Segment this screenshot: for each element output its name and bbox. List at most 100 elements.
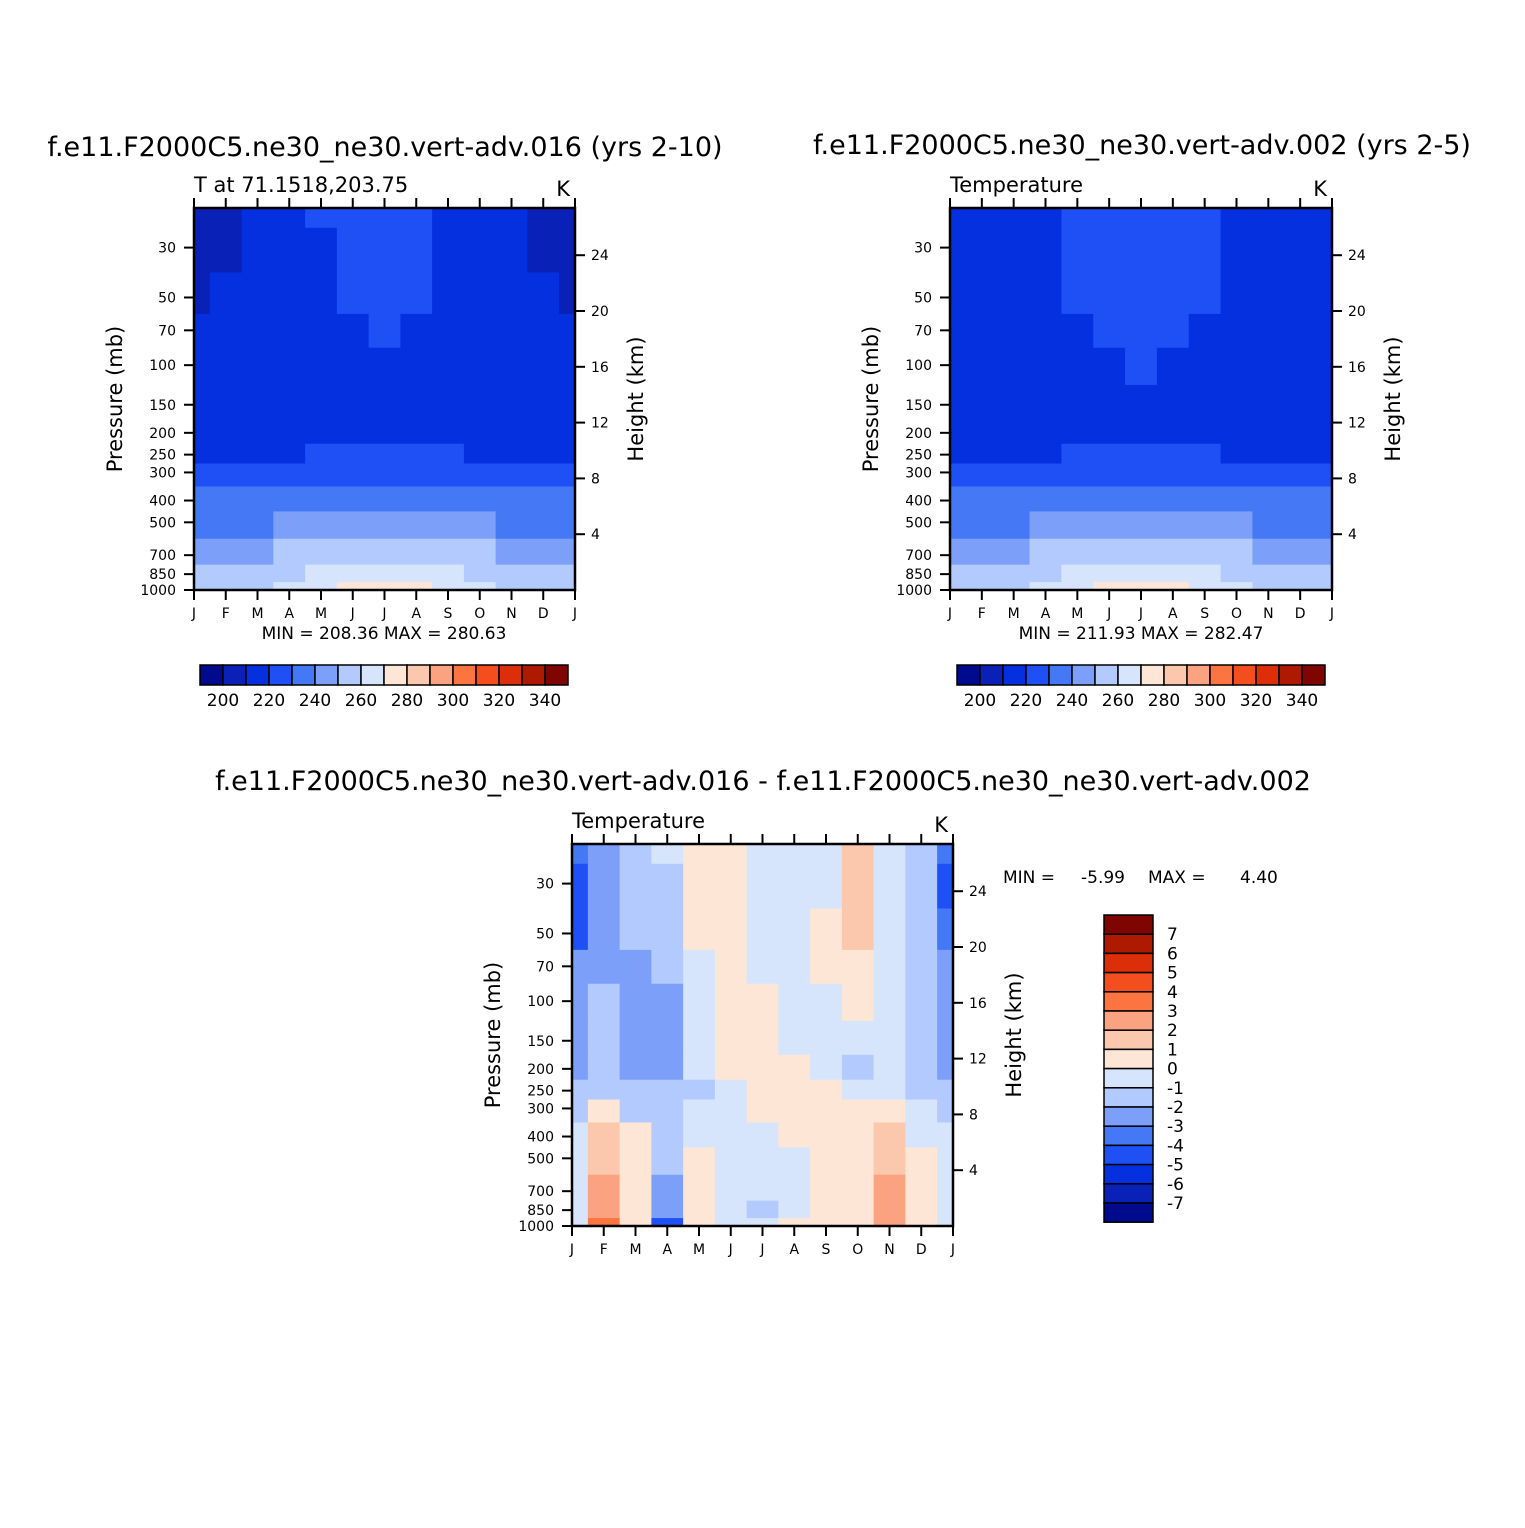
run2-cell bbox=[1093, 443, 1126, 465]
diff-cell bbox=[841, 949, 875, 985]
run2-cell bbox=[1188, 208, 1222, 229]
run2-cell bbox=[1156, 511, 1190, 540]
run2-cell bbox=[950, 582, 967, 591]
colorbar-swatch bbox=[1094, 664, 1119, 686]
run2-cell bbox=[950, 564, 967, 583]
diff-month-label: A bbox=[789, 1242, 799, 1258]
diff-cell bbox=[651, 1099, 684, 1124]
diff-pressure-label: 70 bbox=[536, 959, 554, 975]
colorbar-label: 280 bbox=[1148, 691, 1180, 711]
run1-cell bbox=[368, 538, 401, 566]
run2-cell bbox=[1061, 313, 1094, 349]
run1-cell bbox=[400, 384, 433, 420]
run2-cell bbox=[1093, 511, 1126, 540]
run1-cell bbox=[559, 564, 576, 583]
run2-cell bbox=[1188, 463, 1222, 488]
diff-cell bbox=[619, 1174, 652, 1202]
diff-cell bbox=[810, 844, 843, 865]
run1-cell bbox=[432, 418, 465, 445]
run1-cell bbox=[432, 582, 465, 591]
run1-cell bbox=[273, 227, 306, 274]
run2-cell bbox=[1316, 582, 1333, 591]
run2-cell bbox=[1188, 313, 1222, 349]
diff-cell bbox=[619, 949, 652, 985]
diff-cell bbox=[810, 908, 843, 951]
diff-pressure-label: 1000 bbox=[518, 1219, 554, 1235]
diff-cell bbox=[587, 1147, 621, 1176]
run1-cell bbox=[305, 511, 338, 540]
run2-height-label: 24 bbox=[1348, 248, 1366, 264]
run2-height-label: 20 bbox=[1348, 304, 1366, 320]
run2-cell bbox=[950, 511, 967, 540]
colorbar-swatch bbox=[245, 664, 270, 686]
run1-month-label: A bbox=[284, 606, 294, 622]
run1-cell bbox=[559, 511, 576, 540]
run2-cell bbox=[1029, 418, 1063, 445]
run1-pressure-label: 850 bbox=[149, 567, 176, 583]
run2-cell bbox=[1252, 347, 1285, 386]
run1-cell bbox=[273, 313, 306, 349]
run1-cell bbox=[559, 443, 576, 465]
diff-cell bbox=[873, 1079, 906, 1101]
run1-cell bbox=[241, 347, 274, 386]
run2-cell bbox=[1220, 347, 1254, 386]
run2-month-label: O bbox=[1231, 606, 1242, 622]
run2-cell bbox=[1125, 272, 1158, 315]
run2-cell bbox=[1125, 511, 1158, 540]
run1-cell bbox=[432, 463, 465, 488]
diff-month-label: M bbox=[693, 1242, 705, 1258]
run2-cell bbox=[1061, 463, 1094, 488]
run1-cell bbox=[463, 486, 497, 513]
run2-cell bbox=[1316, 384, 1333, 420]
colorbar-swatch bbox=[452, 664, 477, 686]
run2-units: K bbox=[1313, 177, 1328, 201]
diff-cell bbox=[746, 949, 779, 985]
diff-cell bbox=[810, 1099, 843, 1124]
diff-cell bbox=[714, 1200, 748, 1219]
run1-cell bbox=[209, 564, 243, 583]
run2-cell bbox=[1029, 486, 1063, 513]
colorbar-label: 5 bbox=[1167, 964, 1178, 984]
colorbar-swatch bbox=[1301, 664, 1326, 686]
run2-cell bbox=[997, 486, 1031, 513]
diff-height-label: 4 bbox=[969, 1163, 978, 1179]
run1-cell bbox=[305, 418, 338, 445]
diff-cell bbox=[778, 863, 811, 910]
run1-height-label: 4 bbox=[591, 527, 600, 543]
run1-cell bbox=[432, 272, 465, 315]
run1-cell bbox=[368, 582, 401, 591]
diff-cell bbox=[841, 908, 875, 951]
run2-cell bbox=[1316, 564, 1333, 583]
run1-pressure-label: 1000 bbox=[140, 583, 176, 599]
diff-cell bbox=[714, 1020, 748, 1056]
colorbar-label: -4 bbox=[1167, 1136, 1184, 1156]
diff-cell bbox=[714, 1174, 748, 1202]
colorbar-swatch bbox=[1232, 664, 1257, 686]
diff-cell bbox=[905, 1200, 938, 1219]
colorbar-label: 3 bbox=[1167, 1002, 1178, 1022]
diff-month-label: A bbox=[662, 1242, 672, 1258]
run1-cell bbox=[305, 347, 338, 386]
run2-cell bbox=[965, 463, 999, 488]
diff-cell bbox=[873, 949, 906, 985]
run1-cell bbox=[209, 538, 243, 566]
run1-cell bbox=[336, 208, 370, 229]
diff-min-value: -5.99 bbox=[1081, 868, 1125, 888]
diff-cell bbox=[572, 863, 589, 910]
colorbar-swatch bbox=[199, 664, 224, 686]
colorbar-label: 6 bbox=[1167, 944, 1178, 964]
diff-cell bbox=[714, 949, 748, 985]
run1-height-label: 8 bbox=[591, 471, 600, 487]
run1-month-label: D bbox=[538, 606, 549, 622]
diff-cell bbox=[572, 1200, 589, 1219]
diff-height-label: 8 bbox=[969, 1107, 978, 1123]
run1-cell bbox=[305, 313, 338, 349]
run2-cell bbox=[1029, 564, 1063, 583]
colorbar-swatch bbox=[1103, 1202, 1154, 1223]
run1-cell bbox=[463, 511, 497, 540]
colorbar-swatch bbox=[1209, 664, 1234, 686]
diff-cell bbox=[746, 1020, 779, 1056]
colorbar-label: 200 bbox=[207, 691, 239, 711]
diff-cell bbox=[841, 1079, 875, 1101]
